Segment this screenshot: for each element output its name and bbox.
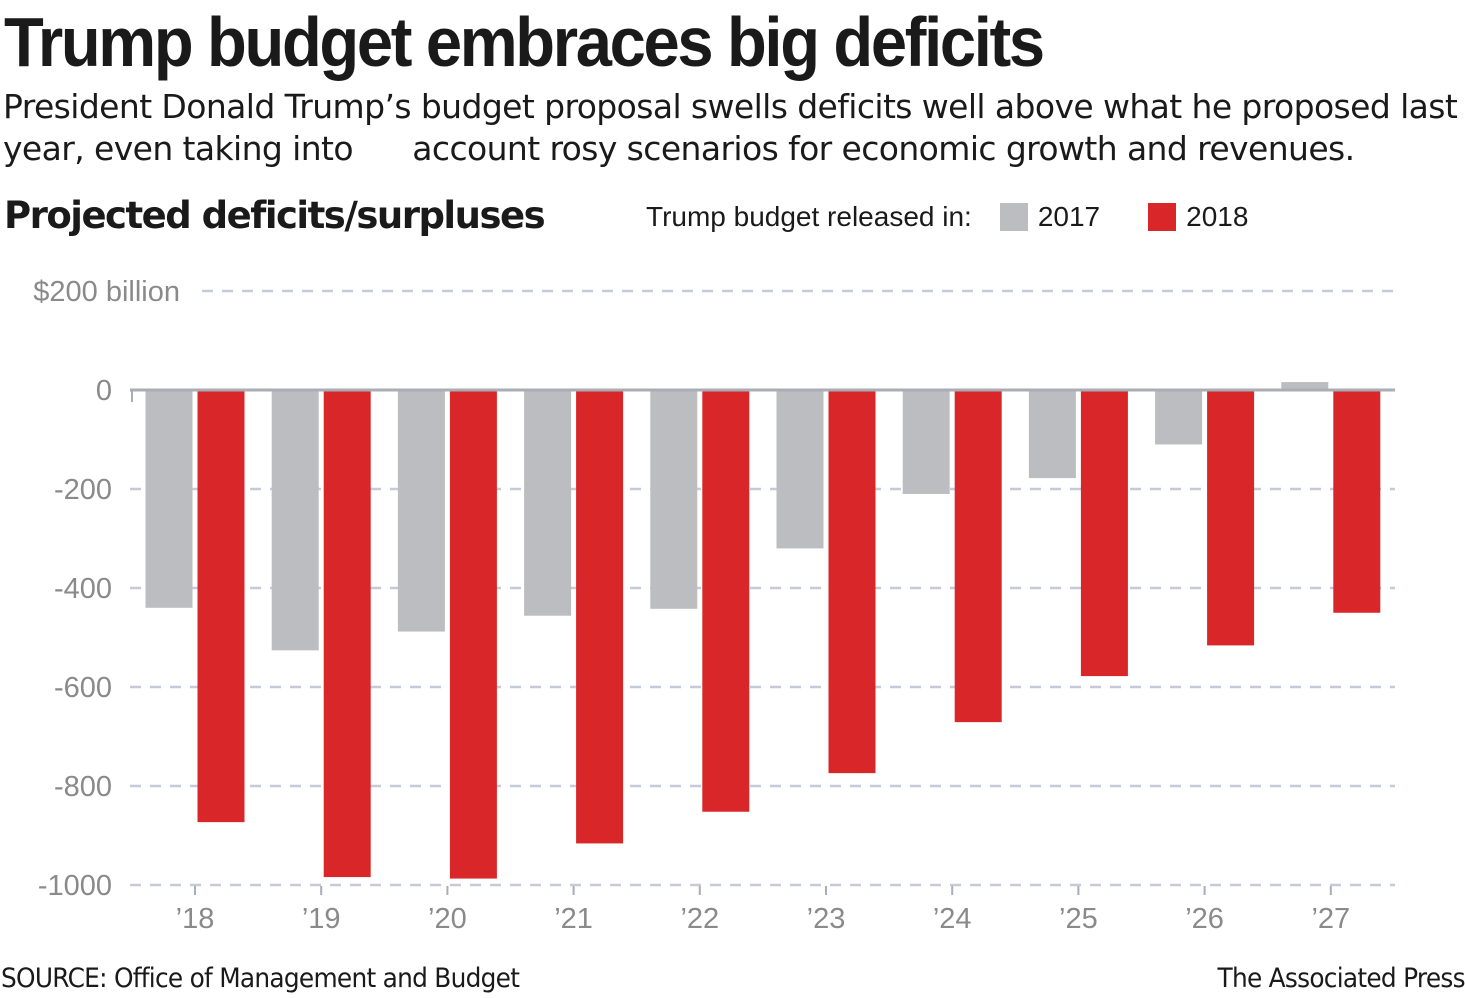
credit: The Associated Press	[1217, 963, 1465, 994]
bar-2017-6	[902, 390, 950, 494]
bar-2018-3	[576, 390, 624, 844]
x-tick-label: ’21	[554, 903, 593, 935]
bar-2018-8	[1207, 390, 1255, 646]
bar-2017-2	[397, 390, 445, 632]
x-tick-label: ’22	[680, 903, 719, 935]
x-tick-label: ’25	[1059, 903, 1098, 935]
x-tick-label: ’20	[428, 903, 467, 935]
bar-2018-0	[197, 390, 245, 823]
y-tick-label: -600	[54, 672, 112, 704]
source-note: SOURCE: Office of Management and Budget	[1, 963, 520, 994]
bar-2018-2	[449, 390, 497, 879]
legend-label-2018: 2018	[1186, 201, 1249, 232]
y-tick-label: -800	[54, 771, 112, 803]
bar-2018-6	[954, 390, 1002, 723]
subhead: President Donald Trump’s budget proposal…	[3, 87, 1458, 168]
legend: Trump budget released in: 2017 2018	[646, 200, 1296, 234]
bar-2018-4	[702, 390, 750, 812]
bar-2018-7	[1080, 390, 1128, 677]
legend-swatch-2018	[1148, 203, 1177, 231]
x-tick-label: ’27	[1311, 903, 1350, 935]
legend-label-2017: 2017	[1037, 201, 1101, 232]
bar-2017-8	[1155, 390, 1203, 445]
y-tick-label: -400	[54, 573, 112, 605]
legend-swatch-2017	[999, 203, 1028, 231]
chart-title: Projected deficits/surpluses	[4, 194, 546, 237]
bar-2017-1	[271, 390, 319, 651]
bar-2018-9	[1333, 390, 1381, 613]
legend-item-2018: 2018	[1148, 201, 1248, 233]
x-tick-label: ’23	[807, 903, 846, 935]
y-tick-label: -200	[54, 474, 112, 506]
x-tick-label: ’18	[176, 903, 215, 935]
x-tick-label: ’19	[302, 903, 341, 935]
bar-2017-4	[650, 390, 698, 609]
headline: Trump budget embraces big deficits	[4, 3, 1045, 81]
legend-item-2017: 2017	[999, 201, 1101, 233]
bar-2017-9	[1281, 382, 1329, 390]
x-tick-label: ’24	[933, 903, 972, 935]
bar-2017-5	[776, 390, 824, 549]
bar-2018-5	[828, 390, 876, 774]
y-tick-label: 0	[96, 375, 112, 407]
y-tick-label: -1000	[38, 870, 112, 902]
legend-title: Trump budget released in:	[646, 201, 972, 232]
bar-2017-3	[524, 390, 572, 616]
x-tick-label: ’26	[1185, 903, 1224, 935]
bar-2017-7	[1028, 390, 1076, 479]
y-tick-label: $200 billion	[33, 276, 180, 308]
bar-2018-1	[323, 390, 371, 878]
bar-2017-0	[145, 390, 193, 608]
